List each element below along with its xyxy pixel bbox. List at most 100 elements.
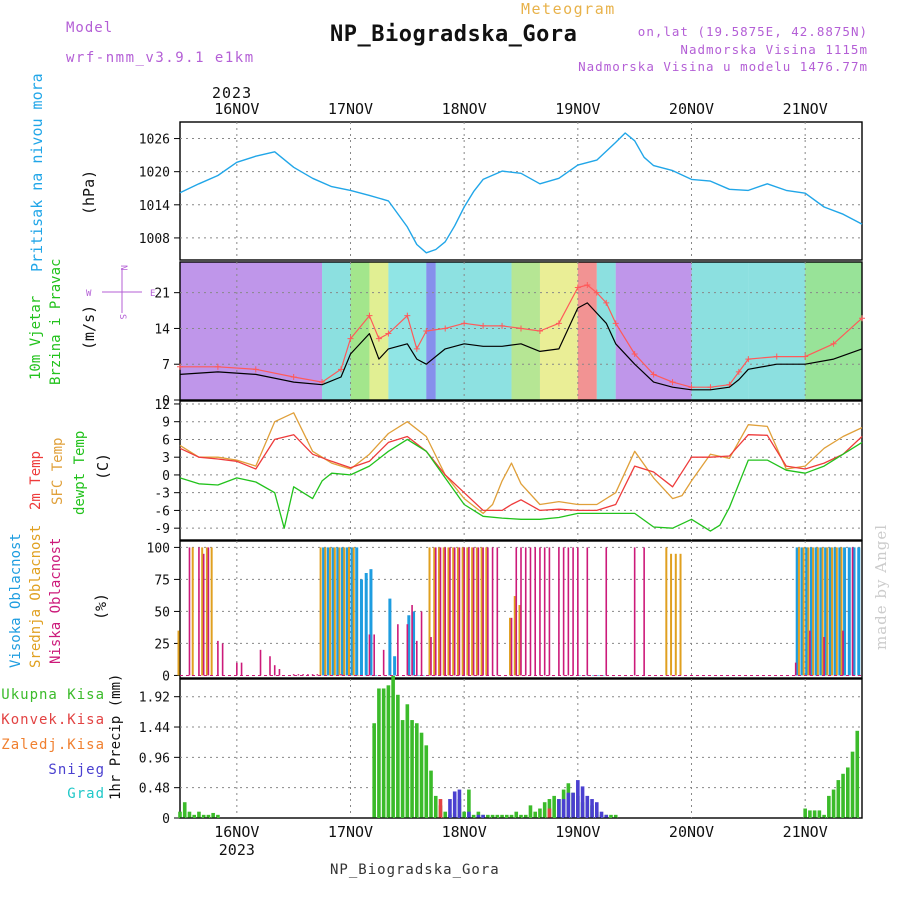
snow-bar — [599, 811, 604, 818]
gust-marker — [830, 340, 837, 347]
y-tick-label: 0.96 — [139, 751, 170, 766]
high-cloud-bar — [331, 547, 335, 676]
mid-cloud-bar — [802, 547, 805, 676]
wind-barb-band — [615, 262, 692, 400]
x-tick-label-bottom: 21NOV — [783, 823, 828, 841]
high-cloud-bar — [322, 547, 326, 676]
low-cloud-bar — [202, 553, 205, 676]
model-label: Model — [66, 20, 114, 36]
y-tick-label: 7 — [162, 358, 170, 373]
y-tick-label: 1008 — [139, 232, 170, 247]
low-cloud-bar — [586, 547, 589, 676]
wind-barb-band — [180, 262, 323, 400]
snow-bar — [452, 791, 457, 818]
wind-barb-band — [369, 262, 389, 400]
high-cloud-bar — [592, 675, 596, 676]
total-rain-bar — [182, 802, 187, 818]
low-cloud-bar — [842, 630, 844, 676]
low-cloud-bar — [406, 624, 409, 676]
gust-marker — [290, 374, 297, 380]
mid-cloud-bar — [471, 547, 474, 676]
mid-cloud-bar — [807, 547, 810, 676]
mid-cloud-bar — [205, 547, 208, 676]
gust-marker — [461, 320, 468, 327]
low-cloud-bar — [240, 662, 243, 676]
total-rain-bar — [433, 795, 438, 818]
low-cloud-bar — [198, 547, 200, 676]
total-rain-bar — [410, 720, 414, 818]
y-tick-label: 1026 — [139, 133, 170, 148]
gust-marker — [773, 353, 780, 360]
mid-cloud-bar — [679, 553, 682, 676]
y-tick-label: -9 — [154, 522, 170, 537]
mid-cloud-bar — [816, 547, 819, 676]
y-tick-label: 0 — [162, 812, 170, 827]
snow-bar — [590, 799, 594, 818]
snow-bar — [604, 814, 609, 818]
year-label-top: 2023 — [212, 84, 253, 102]
mid-cloud-bar — [324, 547, 327, 676]
mid-cloud-bar — [509, 617, 512, 676]
low-cloud-bar — [605, 547, 608, 676]
gust-marker — [423, 328, 430, 334]
mid-cloud-bar — [665, 547, 668, 676]
low-cloud-bar — [302, 674, 304, 676]
mid-cloud-bar — [812, 547, 815, 676]
low-cloud-bar — [453, 547, 456, 676]
gust-marker — [499, 322, 506, 329]
mid-cloud-bar — [428, 547, 431, 676]
total-rain-bar — [419, 732, 424, 818]
mid-cloud-bar — [442, 547, 445, 676]
total-rain-bar — [812, 810, 817, 818]
pressure-line — [179, 132, 863, 254]
low-cloud-bar — [439, 547, 442, 676]
high-cloud-bar — [326, 547, 330, 676]
y-tick-label: 100 — [147, 541, 170, 556]
total-rain-bar — [504, 814, 509, 818]
high-cloud-bar — [412, 611, 416, 676]
low-cloud-bar — [236, 662, 238, 676]
svg-text:S: S — [117, 314, 127, 319]
mid-cloud-bar — [831, 547, 834, 676]
low-cloud-bar — [524, 547, 527, 676]
low-cloud-bar — [562, 547, 565, 676]
high-cloud-bar — [596, 675, 600, 676]
low-cloud-bar — [520, 547, 522, 676]
low-cloud-bar — [534, 547, 537, 676]
mid-cloud-bar — [452, 547, 455, 676]
mid-cloud-bar — [210, 547, 213, 676]
gust-marker — [214, 363, 221, 370]
total-rain-bar — [471, 814, 476, 818]
total-rain-bar — [533, 811, 538, 818]
low-cloud-bar — [477, 547, 480, 676]
wind-compass-icon: N W E S — [86, 265, 155, 319]
gust-marker — [574, 284, 581, 291]
total-rain-bar — [490, 814, 495, 818]
gust-marker — [385, 330, 392, 337]
low-cloud-bar — [809, 630, 811, 676]
x-tick-label-bottom: 16NOV — [214, 823, 259, 841]
high-cloud-bar — [393, 656, 397, 676]
total-rain-bar — [377, 688, 381, 818]
gust-marker — [584, 282, 591, 288]
x-tick-label-bottom: 18NOV — [442, 823, 487, 841]
mid-cloud-bar — [466, 547, 469, 676]
y-tick-label: 75 — [154, 573, 170, 588]
gust-marker — [338, 366, 345, 373]
gust-marker — [347, 335, 354, 342]
mid-cloud-bar — [480, 547, 483, 676]
y-tick-label: 0 — [162, 469, 170, 484]
model-elevation-text: Nadmorska Visina u modelu 1476.77m — [578, 59, 868, 74]
low-cloud-bar — [558, 547, 560, 676]
mid-cloud-bar — [433, 547, 436, 676]
total-rain-bar — [201, 814, 206, 818]
low-cloud-bar — [496, 547, 499, 676]
wind-barb-band — [805, 262, 862, 400]
mid-cloud-bar — [319, 547, 322, 676]
wind-barb-band — [577, 262, 597, 400]
mid-cloud-bar — [343, 547, 346, 676]
y-tick-label: 12 — [154, 398, 170, 413]
svg-text:E: E — [150, 289, 155, 299]
total-rain-bar — [211, 812, 215, 818]
